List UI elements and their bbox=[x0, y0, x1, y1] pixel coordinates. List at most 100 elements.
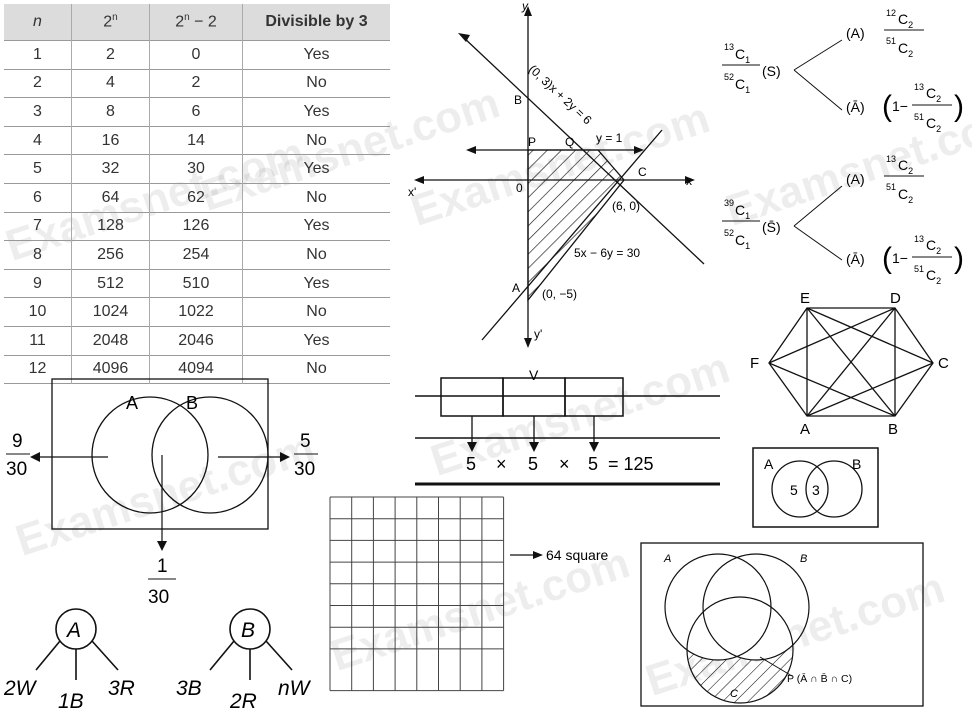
label-x-neg: x' bbox=[408, 185, 416, 199]
venn-diagram-small: A B 5 3 bbox=[752, 447, 879, 528]
three-venn-pointer bbox=[759, 656, 793, 677]
table-cell: 30 bbox=[149, 154, 243, 184]
venn-small-box bbox=[752, 447, 879, 528]
times-sign-2: × bbox=[559, 454, 570, 474]
frac-num-c: C2 bbox=[898, 157, 913, 176]
table-cell: No bbox=[242, 182, 390, 213]
table-row: 10 1024 1022 No bbox=[4, 297, 390, 327]
three-venn-label-c: C bbox=[730, 688, 738, 700]
table-cell: 0 bbox=[149, 40, 243, 70]
line-x-plus-2y bbox=[461, 35, 705, 265]
arrowhead-right bbox=[280, 452, 290, 462]
table-cell: 62 bbox=[149, 182, 243, 213]
table-cell: 6 bbox=[149, 97, 243, 127]
column-header-power-minus-two: 2n − 2 bbox=[149, 4, 243, 41]
table-cell: 2 bbox=[4, 68, 72, 98]
table-cell: 2 bbox=[149, 68, 243, 98]
table-cell: 254 bbox=[149, 240, 243, 270]
counting-slots-diagram: V 5 × 5 × 5 = 125 bbox=[415, 368, 720, 486]
label-point-a-coords: (0, −5) bbox=[542, 287, 577, 301]
table-cell: 3 bbox=[4, 97, 72, 127]
venn-diagram-three-sets: A B C P (Ā ∩ B̄ ∩ C) bbox=[640, 542, 924, 707]
probability-tree-s-bar: 39 C1 52 C1 (S̄) (A) 13 C2 51 C2 (Ā) ( 1… bbox=[722, 154, 964, 286]
minus-den-sup: 51 bbox=[914, 264, 924, 274]
table-cell: 512 bbox=[71, 268, 150, 298]
one-minus: 1− bbox=[892, 98, 908, 114]
slot-result: = 125 bbox=[608, 454, 654, 474]
table-row: 3 8 6 Yes bbox=[4, 97, 390, 127]
diagonal-c-a bbox=[806, 362, 934, 417]
close-paren: ) bbox=[954, 90, 964, 123]
powers-table-panel: n 2n 2n − 2 Divisible by 3 1 2 0 Yes 2 4 2 No 3 8… bbox=[4, 4, 390, 385]
venn-small-set-a bbox=[771, 460, 829, 518]
table-cell: 16 bbox=[71, 125, 150, 155]
line-y-arrow-right bbox=[634, 146, 644, 154]
label-x: x bbox=[686, 174, 692, 188]
branch-a: (A) bbox=[846, 171, 865, 187]
close-paren: ) bbox=[954, 242, 964, 275]
table-cell: 4 bbox=[71, 68, 150, 98]
table-row: 5 32 30 Yes bbox=[4, 154, 390, 184]
line-arrow-upper bbox=[458, 33, 470, 42]
frac-num-sup: 12 bbox=[886, 8, 896, 18]
urn-b-left: 3B bbox=[176, 677, 202, 700]
branch-up bbox=[793, 39, 843, 71]
branch-up bbox=[793, 185, 843, 227]
label-line1: (0, 3)x + 2y = 6 bbox=[526, 62, 595, 128]
minus-den-sup: 51 bbox=[914, 112, 924, 122]
table-row: 2 4 2 No bbox=[4, 68, 390, 98]
set-a-label: A bbox=[126, 393, 138, 413]
label-point-q: Q bbox=[565, 135, 574, 149]
minus-num-sup: 13 bbox=[914, 82, 924, 92]
table-header-row: n 2n 2n − 2 Divisible by 3 bbox=[4, 4, 390, 41]
event-s: (S) bbox=[762, 63, 781, 79]
venn-small-left-count: 5 bbox=[790, 482, 798, 498]
table-cell: 2 bbox=[71, 40, 150, 70]
urn-a-right: 3R bbox=[108, 677, 135, 700]
table-cell: 510 bbox=[149, 268, 243, 298]
urn-a-name: A bbox=[65, 619, 81, 642]
root-num-sup: 13 bbox=[724, 42, 734, 52]
table-cell: No bbox=[242, 125, 390, 155]
label-point-c-coords: (6, 0) bbox=[612, 199, 640, 213]
table-cell: Yes bbox=[242, 154, 390, 184]
vertex-b: B bbox=[888, 421, 898, 438]
slot-value-3: 5 bbox=[588, 454, 598, 474]
frac-num-c: C2 bbox=[898, 11, 913, 30]
urn-a-branch-left bbox=[35, 640, 61, 671]
three-venn-label-b: B bbox=[800, 553, 807, 565]
slot-top-label: V bbox=[529, 368, 539, 383]
table-cell: Yes bbox=[242, 40, 390, 70]
vertex-c: C bbox=[938, 355, 949, 372]
hexagon-diagonals: E D F C A B bbox=[750, 290, 949, 438]
powers-table: n 2n 2n − 2 Divisible by 3 1 2 0 Yes 2 4 2 No 3 8… bbox=[4, 4, 390, 385]
table-cell: 2048 bbox=[71, 325, 150, 356]
urn-a-left: 2W bbox=[3, 677, 38, 700]
table-cell: 7 bbox=[4, 211, 72, 241]
three-venn-region-label: P (Ā ∩ B̄ ∩ C) bbox=[787, 672, 852, 685]
urn-b-name: B bbox=[241, 619, 255, 642]
diagonal-f-b bbox=[768, 362, 896, 417]
label-point-p: P bbox=[528, 135, 536, 149]
frac-num-sup: 13 bbox=[886, 154, 896, 164]
venn-small-middle-count: 3 bbox=[812, 482, 820, 498]
diagonal-c-e bbox=[806, 307, 934, 364]
minus-num-c: C2 bbox=[926, 237, 941, 256]
root-den-c: C1 bbox=[735, 232, 750, 251]
urn-b-branch-right bbox=[265, 640, 293, 671]
grid-label-arrowhead bbox=[533, 551, 543, 559]
venn-small-label-b: B bbox=[852, 456, 861, 472]
left-prob-num: 9 bbox=[12, 431, 23, 452]
x-axis-arrow-left bbox=[414, 176, 424, 184]
right-prob-den: 30 bbox=[294, 459, 315, 480]
table-row: 4 16 14 No bbox=[4, 125, 390, 155]
minus-num-c: C2 bbox=[926, 85, 941, 104]
table-cell: 11 bbox=[4, 325, 72, 356]
venn-small-label-a: A bbox=[764, 456, 774, 472]
open-paren: ( bbox=[882, 90, 892, 123]
root-num-c: C1 bbox=[735, 46, 750, 65]
table-row: 12 4096 4094 No bbox=[4, 354, 390, 384]
branch-a-bar: (Ā) bbox=[846, 99, 865, 115]
slot-arrowhead-1 bbox=[467, 442, 477, 452]
set-b-circle bbox=[151, 396, 269, 514]
